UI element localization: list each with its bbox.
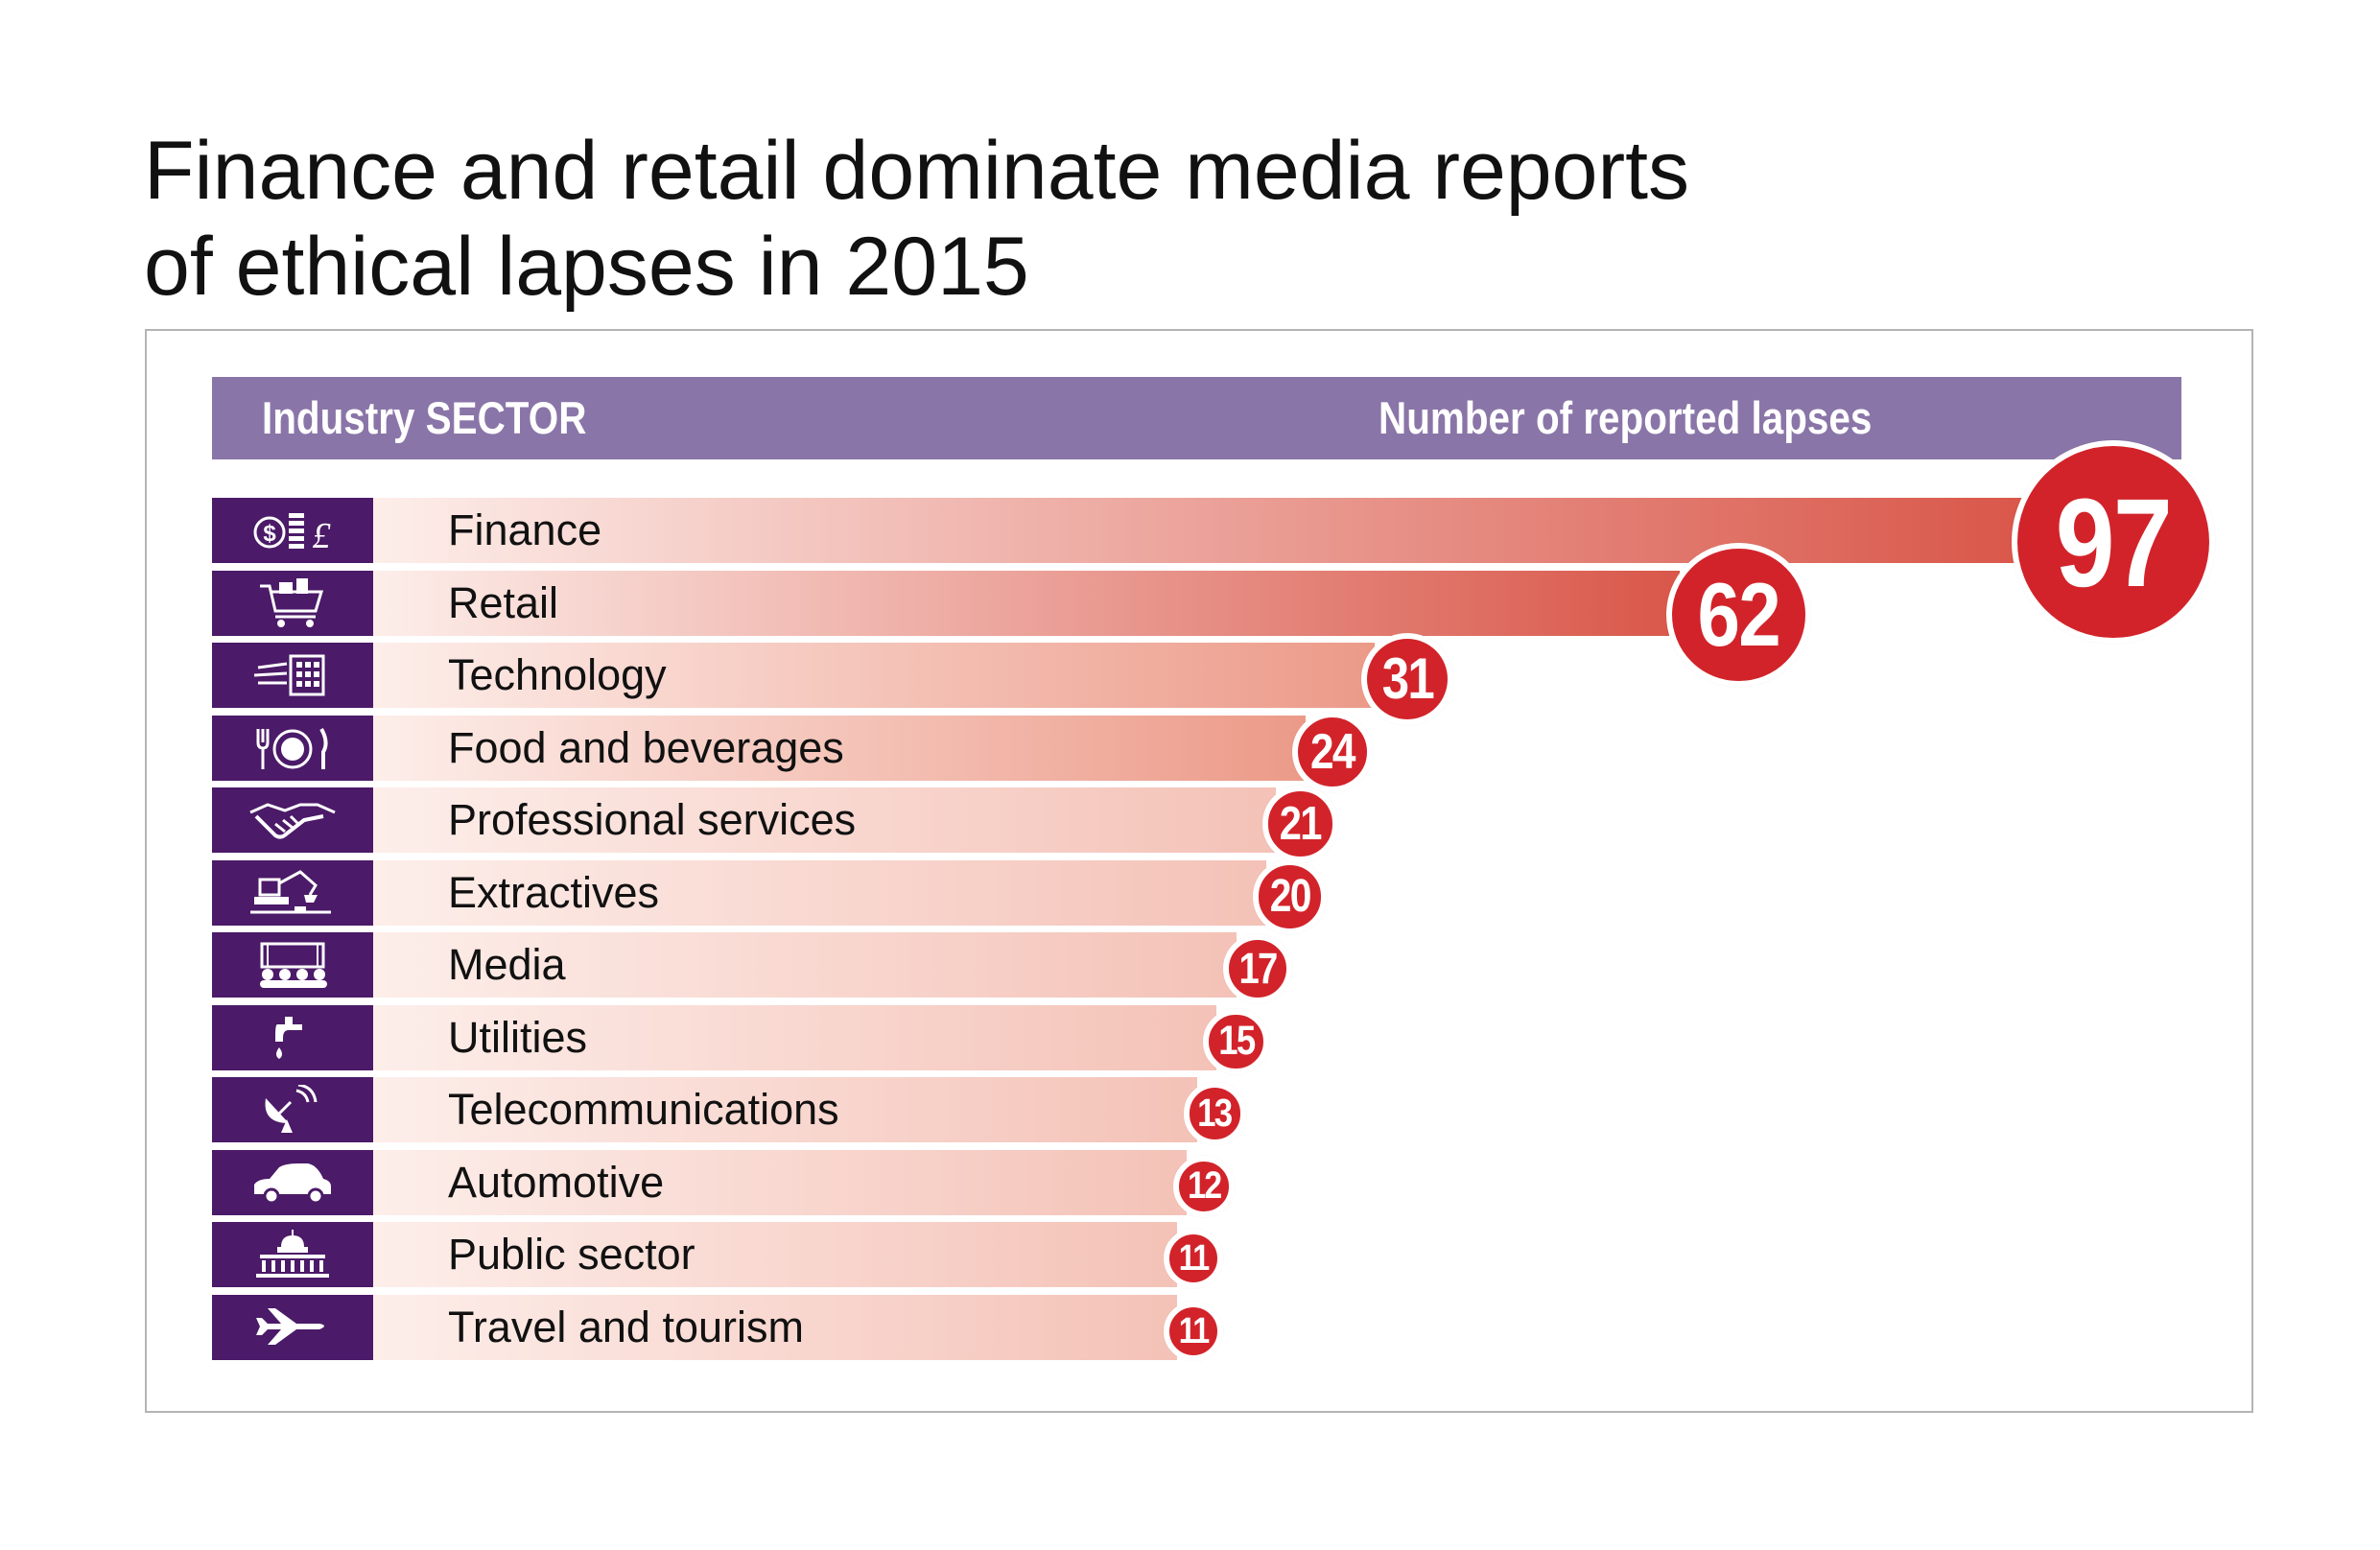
satellite-dish-icon <box>212 1077 373 1142</box>
value-label: 11 <box>1178 1237 1210 1279</box>
header-industry-sector: Industry SECTOR <box>262 392 587 443</box>
keypad-icon <box>212 643 373 708</box>
svg-text:$: $ <box>263 521 276 547</box>
chart-frame <box>145 329 2253 1413</box>
title-line-1: Finance and retail dominate media report… <box>144 125 1689 217</box>
category-label: Food and beverages <box>448 723 844 772</box>
value-label: 17 <box>1238 943 1278 993</box>
category-label: Professional services <box>448 795 857 844</box>
category-label: Travel and tourism <box>448 1303 804 1351</box>
value-bubble: 62 <box>1666 542 1812 688</box>
category-label: Automotive <box>448 1158 665 1207</box>
value-bubble: 31 <box>1360 632 1454 726</box>
header-number-of-lapses: Number of reported lapses <box>1379 392 1873 443</box>
value-bubble: 20 <box>1252 859 1328 934</box>
coins-icon: $ £ <box>212 498 373 563</box>
value-bubble: 11 <box>1164 1302 1223 1361</box>
value-label: 20 <box>1269 871 1311 923</box>
bar <box>373 571 1681 636</box>
cutlery-icon <box>212 716 373 781</box>
value-bubble: 11 <box>1164 1229 1223 1288</box>
value-label: 97 <box>2055 471 2173 613</box>
value-bubble: 24 <box>1291 711 1374 793</box>
value-label: 15 <box>1217 1018 1256 1065</box>
header-bar: Industry SECTOR Number of reported lapse… <box>212 377 2181 459</box>
capitol-building-icon <box>212 1222 373 1287</box>
category-label: Telecommunications <box>448 1085 839 1134</box>
value-bubble: 17 <box>1222 933 1293 1004</box>
bar <box>373 643 1375 708</box>
value-label: 62 <box>1697 563 1781 665</box>
bar <box>373 1077 1197 1142</box>
svg-text:£: £ <box>313 516 332 555</box>
bar <box>373 932 1237 998</box>
shopping-cart-icon <box>212 571 373 636</box>
bar <box>373 1005 1217 1070</box>
bar <box>373 1150 1188 1215</box>
title-line-2: of ethical lapses in 2015 <box>144 221 1029 313</box>
airplane-icon <box>212 1295 373 1360</box>
excavator-icon <box>212 860 373 926</box>
value-bubble: 21 <box>1261 786 1339 862</box>
value-label: 31 <box>1381 646 1434 712</box>
film-audience-icon <box>212 932 373 998</box>
value-label: 21 <box>1280 797 1323 850</box>
category-label: Retail <box>448 578 559 627</box>
value-bubble: 13 <box>1183 1082 1247 1145</box>
category-label: Finance <box>448 505 602 554</box>
category-label: Public sector <box>448 1230 695 1279</box>
value-label: 13 <box>1197 1091 1234 1136</box>
category-label: Media <box>448 940 566 989</box>
value-bubble: 15 <box>1203 1008 1270 1075</box>
value-label: 12 <box>1187 1164 1222 1208</box>
value-bubble: 97 <box>2012 440 2215 644</box>
car-icon <box>212 1150 373 1215</box>
bar <box>373 716 1306 781</box>
value-label: 24 <box>1310 723 1355 780</box>
value-label: 11 <box>1178 1310 1210 1351</box>
bar <box>373 860 1266 926</box>
category-label: Extractives <box>448 868 660 917</box>
category-label: Utilities <box>448 1013 588 1062</box>
bar <box>373 1222 1177 1287</box>
tap-icon <box>212 1005 373 1070</box>
chart-title: Finance and retail dominate media report… <box>144 123 1967 315</box>
handshake-icon <box>212 787 373 853</box>
category-label: Technology <box>448 650 667 699</box>
bar <box>373 787 1276 853</box>
bar <box>373 1295 1177 1360</box>
value-bubble: 12 <box>1173 1156 1235 1217</box>
